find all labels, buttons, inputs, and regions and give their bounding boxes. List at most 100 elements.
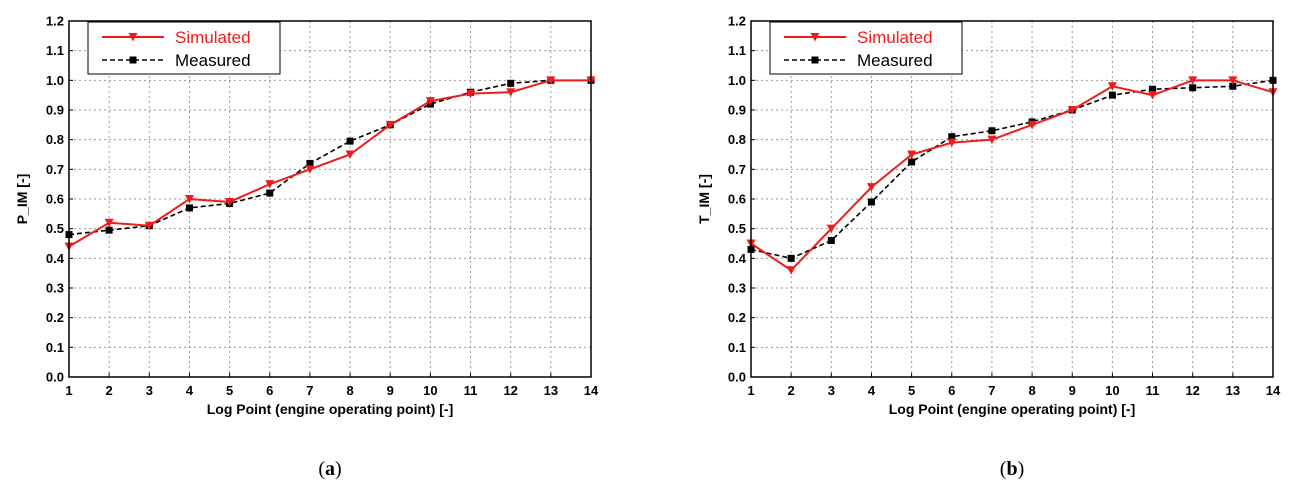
data-point-measured [105, 226, 113, 234]
data-point-simulated [506, 88, 516, 97]
x-tick-label: 14 [584, 383, 599, 398]
y-tick-label: 1.0 [728, 73, 746, 88]
x-tick-label: 3 [828, 383, 835, 398]
data-point-measured [507, 79, 515, 87]
data-point-simulated [786, 266, 796, 275]
series-simulated [746, 76, 1278, 275]
data-point-simulated [345, 150, 355, 159]
x-tick-label: 8 [346, 383, 353, 398]
x-tick-label: 13 [544, 383, 558, 398]
caption-open: ( [1000, 458, 1007, 480]
x-tick-label: 5 [908, 383, 915, 398]
legend: Simulated Measured [769, 21, 963, 75]
data-point-simulated [144, 221, 154, 231]
y-tick-label: 0.1 [728, 340, 746, 355]
data-point-measured [266, 189, 274, 197]
x-tick-label: 4 [186, 383, 194, 398]
caption-close: ) [1018, 458, 1025, 480]
y-tick-label: 0.0 [46, 370, 64, 385]
series-simulated [64, 76, 596, 251]
data-point-measured [1189, 84, 1197, 92]
data-point-measured [787, 254, 795, 262]
data-point-simulated [866, 183, 876, 192]
y-tick-label: 0.9 [728, 103, 746, 118]
legend-label-simulated: Simulated [175, 28, 251, 47]
x-tick-label: 11 [464, 383, 478, 398]
data-point-simulated [907, 150, 917, 159]
legend-marker-simulated [810, 33, 820, 42]
data-point-measured [867, 198, 875, 206]
series-line-simulated [750, 79, 1274, 272]
y-axis-label: T_IM [-] [696, 174, 712, 224]
data-point-measured [948, 133, 956, 141]
x-tick-label: 10 [1105, 383, 1119, 398]
data-point-simulated [1188, 76, 1198, 85]
x-axis-label: Log Point (engine operating point) [-] [889, 401, 1136, 417]
series-measured [65, 76, 595, 239]
data-point-simulated [1027, 120, 1037, 130]
x-axis-label: Log Point (engine operating point) [-] [207, 401, 454, 417]
x-tick-label: 5 [226, 383, 233, 398]
legend-box [769, 21, 963, 75]
y-tick-label: 1.2 [728, 14, 746, 29]
data-point-simulated [987, 135, 997, 145]
x-tick-label: 7 [988, 383, 995, 398]
x-tick-label: 1 [747, 383, 754, 398]
x-tick-label: 12 [1185, 383, 1199, 398]
y-tick-label: 0.2 [728, 310, 746, 325]
y-axis-label: P_IM [-] [14, 174, 30, 225]
data-point-measured [988, 127, 996, 135]
data-point-simulated [1228, 76, 1238, 85]
x-tick-label: 14 [1266, 383, 1281, 398]
legend-label-measured: Measured [857, 51, 933, 70]
y-tick-label: 0.5 [728, 221, 746, 236]
caption-letter: b [1006, 458, 1017, 480]
data-point-simulated [425, 97, 435, 106]
x-tick-label: 9 [387, 383, 394, 398]
y-tick-label: 1.1 [728, 43, 746, 58]
x-tick-label: 2 [788, 383, 795, 398]
y-tick-label: 0.0 [728, 370, 746, 385]
y-tick-label: 0.6 [46, 192, 64, 207]
y-tick-label: 0.3 [728, 281, 746, 296]
data-point-measured [346, 137, 354, 145]
x-tick-label: 6 [948, 383, 955, 398]
y-tick-label: 0.7 [46, 162, 64, 177]
data-point-simulated [1067, 106, 1077, 115]
data-point-simulated [265, 180, 275, 189]
x-tick-label: 8 [1028, 383, 1035, 398]
y-tick-label: 0.4 [728, 251, 747, 266]
plot-frame [68, 20, 592, 378]
x-tick-label: 1 [65, 383, 72, 398]
data-point-simulated [184, 195, 194, 204]
y-tick-label: 0.4 [46, 251, 65, 266]
legend-label-simulated: Simulated [857, 28, 933, 47]
legend-marker-simulated [128, 33, 138, 42]
y-tick-label: 1.2 [46, 14, 64, 29]
legend-marker-measured [129, 56, 137, 64]
x-tick-label: 12 [503, 383, 517, 398]
data-point-measured [1108, 91, 1116, 99]
plot-frame [750, 20, 1274, 378]
data-point-measured [827, 237, 835, 245]
caption-letter: a [325, 458, 335, 480]
data-point-simulated [546, 76, 556, 85]
data-point-simulated [947, 138, 957, 148]
panel-caption: (b) [1000, 458, 1024, 480]
data-point-simulated [826, 224, 836, 234]
caption-close: ) [335, 458, 342, 480]
y-tick-label: 1.0 [46, 73, 64, 88]
x-tick-label: 10 [423, 383, 437, 398]
x-tick-label: 2 [106, 383, 113, 398]
legend-box [87, 21, 281, 75]
data-point-simulated [305, 165, 315, 174]
data-point-measured [1149, 85, 1157, 93]
legend-label-measured: Measured [175, 51, 251, 70]
y-tick-label: 0.8 [46, 132, 64, 147]
y-tick-label: 0.7 [728, 162, 746, 177]
x-tick-label: 11 [1146, 383, 1160, 398]
caption-open: ( [318, 458, 325, 480]
x-tick-label: 6 [266, 383, 273, 398]
y-tick-label: 0.3 [46, 281, 64, 296]
